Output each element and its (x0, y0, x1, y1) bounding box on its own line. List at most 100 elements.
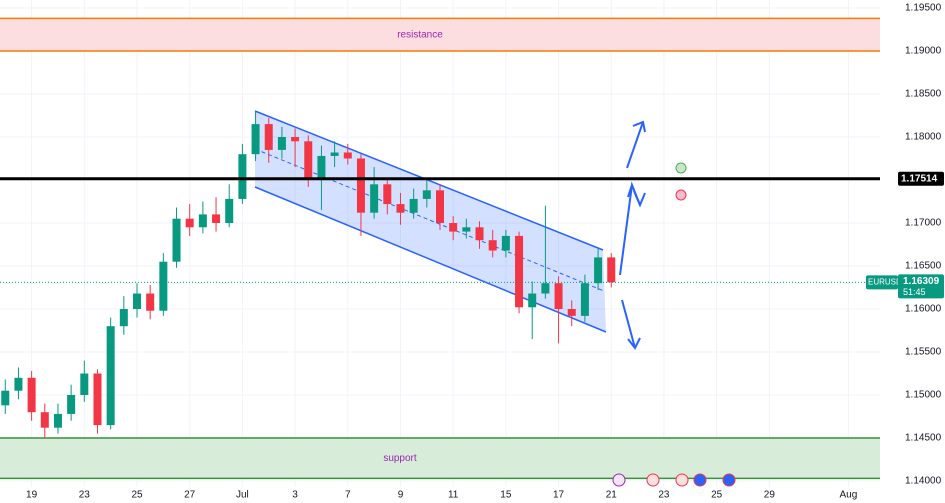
candle-body (238, 154, 247, 199)
x-tick-label: 15 (500, 490, 512, 501)
candle-body (264, 124, 273, 150)
candle-body (567, 309, 576, 316)
candle-body (53, 413, 62, 428)
y-tick-label: 1.16000 (905, 304, 942, 315)
arrow-mid-head (633, 190, 646, 208)
x-tick-label: 7 (345, 490, 351, 501)
candle-body (304, 141, 313, 179)
arrow-down-head (627, 337, 641, 350)
candle-body (356, 158, 365, 213)
x-tick-label: 11 (448, 490, 459, 501)
x-tick-label: 9 (398, 490, 404, 501)
candle-body (1, 390, 10, 406)
y-tick-label: 1.17000 (905, 218, 942, 229)
candle-body (159, 261, 168, 311)
candle-body (462, 227, 471, 232)
zones: resistance support (0, 17, 880, 480)
candle-body (251, 124, 260, 155)
countdown-label: 51:45 (903, 287, 926, 297)
candle-body (396, 204, 405, 213)
candle-body (225, 198, 234, 223)
x-tick-label: 25 (711, 490, 723, 501)
y-tick-label: 1.19000 (905, 46, 942, 57)
price-label: 1.16309 (903, 276, 940, 287)
arrow-down (621, 299, 636, 349)
candle-body (198, 214, 207, 228)
candle-body (185, 218, 194, 228)
event-icon (693, 473, 707, 487)
x-tick-label: 3 (292, 490, 298, 501)
candle-body (27, 377, 36, 413)
y-tick-label: 1.14500 (905, 433, 942, 444)
y-tick-label: 1.19500 (905, 3, 942, 14)
y-tick-label: 1.18500 (905, 89, 942, 100)
candle-body (80, 373, 89, 395)
candle-body (119, 309, 128, 327)
price-tag (898, 274, 944, 299)
x-tick-label: 17 (553, 490, 565, 501)
candle-body (370, 184, 379, 213)
event-icon (646, 473, 660, 487)
candle-body (475, 227, 484, 241)
candle-body (607, 257, 616, 283)
arrow-head (627, 184, 633, 198)
candle-body (291, 137, 300, 142)
zone (0, 18, 880, 51)
candle-body (212, 214, 221, 223)
y-tick-label: 1.15000 (905, 390, 942, 401)
candle-body (146, 293, 155, 311)
candle-body (67, 395, 76, 414)
candle-body (93, 373, 102, 426)
level-label: 1.17514 (901, 173, 938, 184)
candle-body (277, 137, 286, 150)
y-tick-label: 1.18000 (905, 132, 942, 143)
candle-body (541, 283, 550, 294)
x-tick-label: 29 (764, 490, 776, 501)
zone-label: resistance (397, 29, 443, 40)
candle-body (488, 240, 497, 251)
candle-body (383, 184, 392, 205)
candle-body (580, 283, 589, 316)
candle-body (40, 412, 49, 428)
x-tick-label: Aug (839, 490, 857, 501)
x-tick-label: 25 (131, 490, 143, 501)
candle-body (501, 235, 510, 251)
candle-body (172, 218, 181, 262)
arrows (619, 120, 646, 350)
x-tick-label: 19 (26, 490, 38, 501)
x-tick-label: 23 (79, 490, 91, 501)
candle-body (554, 283, 563, 309)
stop-marker (675, 189, 687, 201)
candle-body (528, 293, 537, 308)
candle-body (106, 326, 115, 426)
candle-body (317, 155, 326, 179)
symbol-tag (866, 275, 898, 290)
arrow-up-head (632, 120, 646, 133)
candle-body (449, 223, 458, 232)
candle-body (330, 152, 339, 156)
candle-body (515, 235, 524, 308)
x-tick-label: 27 (184, 490, 196, 501)
overlay: 1.14000 1.14500 1.15000 1.15500 1.16000 1.165… (0, 3, 944, 501)
x-tick-label: 23 (658, 490, 670, 501)
candles (1, 111, 616, 438)
event-icon (722, 473, 736, 487)
zone-label: support (383, 453, 417, 464)
candle-body (343, 152, 352, 159)
y-tick-label: 1.15500 (905, 347, 942, 358)
x-tick-label: Jul (236, 490, 249, 501)
candle-body (14, 377, 23, 391)
level-tag (898, 171, 944, 186)
candle-body (422, 190, 431, 199)
candle-body (594, 257, 603, 284)
candle-body (133, 293, 142, 309)
event-icon (612, 473, 626, 487)
event-icon (675, 473, 689, 487)
event-icons (612, 473, 736, 487)
x-tick-label: 21 (606, 490, 618, 501)
arrow-up (626, 121, 644, 169)
candle-body (436, 190, 444, 223)
y-tick-label: 1.16500 (905, 261, 942, 272)
